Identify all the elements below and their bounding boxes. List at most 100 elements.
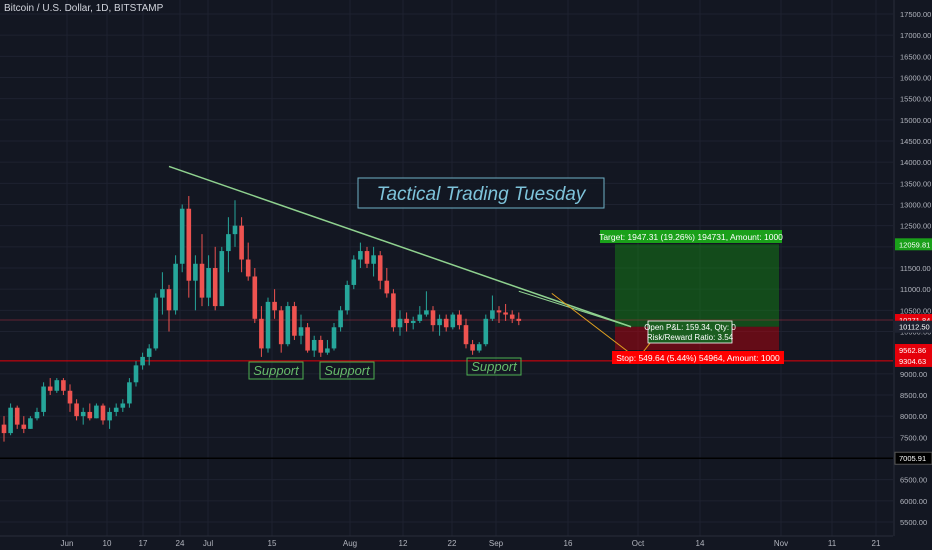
- candle-body: [305, 327, 310, 351]
- price-tick-label: 14000.00: [900, 158, 931, 167]
- candle-body: [212, 268, 218, 307]
- candle-body: [34, 411, 40, 419]
- candle-body: [443, 318, 449, 328]
- candle-body: [509, 314, 515, 319]
- candle-body: [74, 403, 79, 417]
- candle-body: [206, 268, 211, 298]
- candle-body: [272, 301, 277, 311]
- price-marker-label: 9304.63: [899, 357, 926, 366]
- price-tick-label: 15000.00: [900, 116, 931, 125]
- candle-body: [265, 301, 271, 349]
- candle-body: [160, 289, 165, 298]
- candle-body: [430, 310, 436, 326]
- price-tick-label: 14500.00: [900, 137, 931, 146]
- price-tick-label: 15500.00: [900, 95, 931, 104]
- candle-body: [483, 318, 489, 345]
- candle-body: [226, 234, 231, 252]
- candle-body: [219, 251, 225, 307]
- support-label: Support: [471, 359, 518, 374]
- time-tick-label: 17: [139, 539, 148, 548]
- stop-label-box: [612, 351, 784, 364]
- support-label: Support: [324, 363, 371, 378]
- price-tick-label: 11500.00: [900, 264, 931, 273]
- price-tick-label: 17500.00: [900, 10, 931, 19]
- price-tick-label: 8500.00: [900, 391, 927, 400]
- price-tick-label: 13500.00: [900, 179, 931, 188]
- target-label: Target: 1947.31 (19.26%) 194731, Amount:…: [599, 232, 783, 242]
- price-marker: [895, 238, 932, 251]
- time-tick-label: Jun: [61, 539, 74, 548]
- headline-box: [357, 177, 605, 209]
- candle-body: [259, 318, 264, 349]
- time-tick-label: Sep: [489, 539, 504, 548]
- candle-body: [397, 318, 403, 328]
- rr-label: Risk/Reward Ratio: 3.54: [647, 333, 734, 342]
- price-marker: [895, 320, 932, 333]
- candle-body: [107, 411, 112, 421]
- time-tick-label: 14: [696, 539, 705, 548]
- time-tick-label: 12: [399, 539, 408, 548]
- candle-body: [410, 320, 416, 324]
- price-tick-label: 5500.00: [900, 518, 927, 527]
- price-marker: [894, 451, 932, 465]
- time-tick-label: Jul: [203, 539, 213, 548]
- candle-body: [377, 255, 383, 281]
- candle-body: [325, 348, 330, 353]
- candle-body: [391, 293, 396, 328]
- candle-body: [232, 225, 238, 235]
- candle-body: [8, 407, 13, 434]
- time-tick-label: 21: [872, 539, 881, 548]
- target-zone: [615, 244, 779, 327]
- target-label-box: [600, 230, 782, 243]
- candle-body: [278, 310, 284, 345]
- pnl-box: [647, 320, 733, 344]
- price-marker-label: 10271.84: [899, 316, 930, 325]
- time-tick-label: 15: [268, 539, 277, 548]
- price-tick-label: 16500.00: [900, 52, 931, 61]
- time-tick-label: 16: [564, 539, 573, 548]
- candle-body: [140, 356, 145, 366]
- candle-body: [80, 411, 86, 417]
- candle-body: [14, 407, 20, 425]
- candle-body: [133, 365, 139, 383]
- price-tick-label: 16000.00: [900, 74, 931, 83]
- candle-body: [100, 405, 106, 421]
- candle-body: [54, 380, 60, 391]
- candle-body: [179, 208, 185, 264]
- support-label-box: [248, 361, 304, 380]
- candle-body: [371, 255, 376, 264]
- candle-body: [21, 424, 27, 429]
- price-tick-label: 6000.00: [900, 497, 927, 506]
- descending-trendline[interactable]: [168, 165, 632, 328]
- support-label-box: [319, 361, 375, 380]
- candle-body: [331, 327, 337, 349]
- candle-body: [61, 380, 66, 391]
- candle-body: [457, 314, 462, 326]
- candle-body: [503, 312, 508, 315]
- candle-body: [186, 208, 192, 281]
- candle-body: [166, 289, 172, 311]
- stop-label: Stop: 549.64 (5.44%) 54964, Amount: 1000: [616, 353, 780, 363]
- candle-body: [67, 390, 73, 404]
- symbol-title: Bitcoin / U.S. Dollar, 1D, BITSTAMP: [4, 3, 164, 14]
- trendline-segment[interactable]: [518, 290, 632, 328]
- candle-body: [344, 284, 350, 311]
- candle-body: [476, 344, 482, 351]
- price-tick-label: 11000.00: [900, 285, 931, 294]
- candle-body: [364, 251, 370, 264]
- price-tick-label: 9000.00: [900, 370, 927, 379]
- time-tick-label: Aug: [343, 539, 357, 548]
- time-tick-label: 24: [176, 539, 185, 548]
- candle-body: [496, 310, 502, 313]
- candle-body: [239, 225, 244, 260]
- time-tick-label: Nov: [774, 539, 788, 548]
- candle-body: [338, 310, 343, 328]
- candle-body: [358, 251, 363, 260]
- candle-body: [450, 314, 456, 328]
- candle-body: [199, 263, 205, 298]
- candle-body: [252, 276, 258, 319]
- price-tick-label: 13000.00: [900, 201, 931, 210]
- support-label-box: [466, 357, 522, 376]
